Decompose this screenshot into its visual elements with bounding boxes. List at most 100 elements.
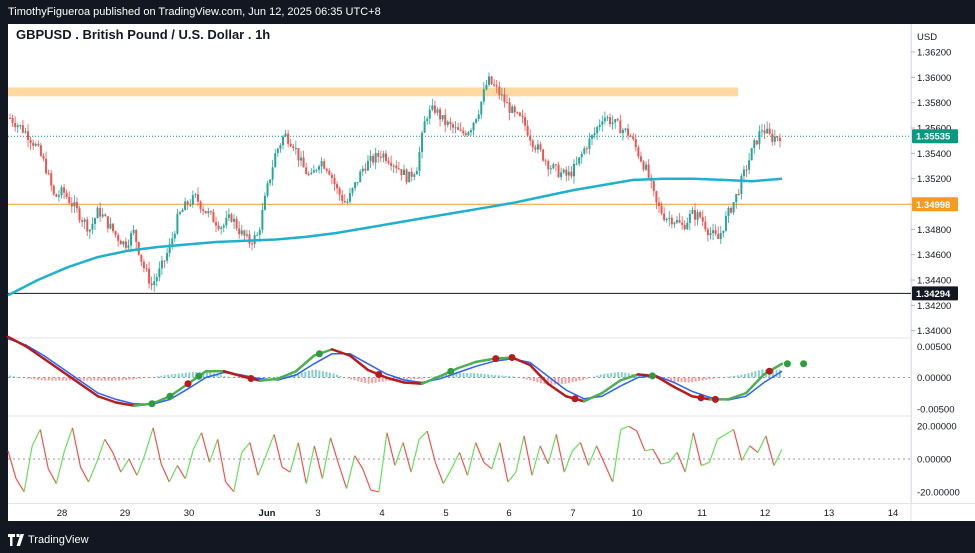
oscillator-segment	[273, 434, 283, 468]
candle-body	[410, 171, 413, 177]
candle-body	[279, 145, 282, 149]
macd-histogram-bar	[613, 372, 616, 378]
oscillator-segment	[660, 461, 670, 465]
candle-body	[168, 244, 171, 254]
time-axis[interactable]	[8, 503, 975, 521]
macd-histogram-bar	[585, 377, 588, 379]
candle-body	[300, 157, 303, 161]
macd-histogram-bar	[311, 369, 314, 378]
candle-body	[207, 211, 210, 214]
oscillator-segment	[200, 432, 211, 463]
macd-histogram-bar	[761, 369, 764, 378]
oscillator-segment	[39, 429, 49, 469]
macd-cross-marker	[166, 392, 174, 400]
candle-body	[189, 204, 192, 206]
macd-histogram-bar	[459, 373, 462, 378]
macd-histogram-bar	[624, 372, 627, 378]
candle-body	[99, 207, 102, 217]
candle-body	[248, 234, 251, 244]
candle-body	[712, 230, 715, 234]
candle-body	[338, 188, 341, 195]
candle-body	[32, 142, 35, 146]
candle-body	[238, 228, 241, 235]
oscillator-segment	[233, 452, 243, 492]
macd-histogram-bar	[234, 377, 237, 378]
candle-body	[392, 165, 395, 167]
macd-cross-marker	[375, 371, 383, 378]
oscillator-segment	[442, 468, 452, 484]
macd-histogram-bar	[335, 374, 338, 378]
macd-histogram-bar	[430, 376, 433, 378]
candle-body	[609, 117, 612, 125]
candle-body	[145, 268, 148, 270]
macd-histogram-bar	[177, 373, 180, 378]
macd-histogram-bar	[142, 377, 145, 379]
macd-histogram-bar	[132, 377, 135, 380]
macd-cross-marker	[492, 355, 500, 363]
macd-histogram-bar	[160, 375, 163, 378]
oscillator-segment	[636, 430, 646, 452]
macd-histogram-bar	[156, 376, 159, 378]
candle-body	[457, 127, 460, 130]
candle-body	[372, 156, 375, 163]
candle-body	[21, 125, 24, 133]
candle-body	[86, 219, 89, 232]
candle-body	[621, 129, 624, 134]
candle-body	[150, 283, 153, 286]
macd-histogram-bar	[12, 376, 15, 378]
macd-histogram-bar	[546, 377, 549, 385]
time-tick-label: 28	[57, 508, 68, 519]
candle-body	[763, 130, 766, 134]
oscillator-segment	[612, 429, 622, 483]
oscillator-segment	[491, 442, 501, 470]
candle-body	[663, 213, 666, 221]
candle-body	[14, 122, 17, 128]
macd-histogram-bar	[149, 377, 152, 378]
oscillator-segment	[31, 429, 41, 447]
oscillator-segment	[596, 445, 606, 465]
candle-body	[755, 140, 758, 145]
oscillator-segment	[386, 432, 396, 466]
candle-body	[451, 124, 454, 128]
candle-body	[225, 217, 228, 226]
candle-body	[199, 201, 202, 210]
candle-body	[88, 229, 91, 232]
candle-body	[140, 254, 143, 262]
oscillator-segment	[120, 458, 130, 473]
candle-body	[681, 222, 684, 225]
macd-histogram-bar	[44, 377, 47, 381]
macd-histogram-bar	[339, 375, 342, 378]
candle-body	[773, 136, 776, 142]
candle-body	[732, 202, 735, 213]
candle-body	[760, 130, 763, 132]
macd-histogram-bar	[385, 377, 388, 382]
candle-body	[583, 148, 586, 154]
oscillator-segment	[289, 442, 299, 473]
macd-cross-marker	[315, 350, 323, 358]
macd-histogram-bar	[86, 377, 89, 381]
candle-body	[642, 161, 645, 170]
macd-histogram-bar	[128, 377, 131, 380]
candle-body	[377, 153, 380, 157]
price-label-text: 1.34998	[916, 200, 950, 211]
oscillator-segment	[628, 425, 638, 432]
macd-cross-marker	[247, 374, 255, 382]
candle-body	[441, 115, 444, 120]
macd-tick-label: 0.00000	[917, 373, 951, 384]
candle-body	[320, 161, 323, 167]
candle-body	[714, 230, 717, 234]
macd-histogram-bar	[265, 377, 268, 379]
macd-histogram-bar	[715, 377, 718, 379]
candle-body	[181, 210, 184, 213]
price-axis[interactable]	[911, 24, 975, 521]
candle-body	[11, 117, 14, 123]
macd-histogram-bar	[455, 373, 458, 378]
oscillator-segment	[450, 452, 461, 470]
candle-body	[449, 121, 452, 125]
candle-body	[439, 109, 442, 120]
macd-histogram-bar	[413, 377, 416, 380]
candle-body	[652, 181, 655, 192]
oscillator-segment	[321, 437, 332, 479]
oscillator-segment	[458, 452, 469, 476]
candle-body	[366, 160, 369, 171]
